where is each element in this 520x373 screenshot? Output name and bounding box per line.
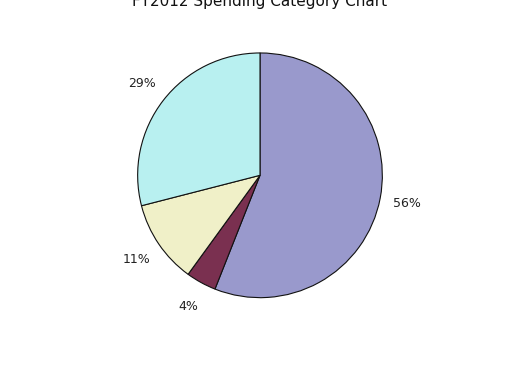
Wedge shape [138, 53, 260, 206]
Text: 11%: 11% [123, 253, 150, 266]
Text: 29%: 29% [128, 77, 156, 90]
Wedge shape [215, 53, 382, 298]
Text: 4%: 4% [178, 300, 198, 313]
Wedge shape [141, 175, 260, 274]
Text: 56%: 56% [393, 197, 421, 210]
Title: FY2012 Spending Category Chart: FY2012 Spending Category Chart [133, 0, 387, 9]
Wedge shape [188, 175, 260, 289]
